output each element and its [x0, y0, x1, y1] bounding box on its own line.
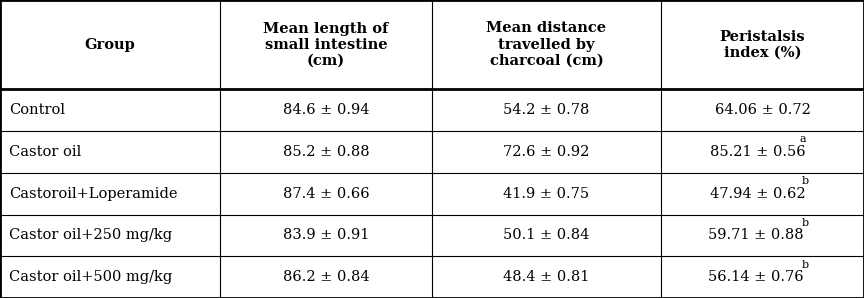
- Text: Castoroil+Loperamide: Castoroil+Loperamide: [9, 187, 177, 201]
- Text: Castor oil: Castor oil: [9, 145, 81, 159]
- Text: 87.4 ± 0.66: 87.4 ± 0.66: [283, 187, 370, 201]
- Text: b: b: [802, 260, 809, 270]
- Text: Peristalsis
index (%): Peristalsis index (%): [720, 30, 805, 60]
- Text: 48.4 ± 0.81: 48.4 ± 0.81: [504, 270, 589, 284]
- Text: Group: Group: [85, 38, 136, 52]
- Text: 64.06 ± 0.72: 64.06 ± 0.72: [715, 103, 810, 117]
- Text: 47.94 ± 0.62: 47.94 ± 0.62: [710, 187, 806, 201]
- Text: 84.6 ± 0.94: 84.6 ± 0.94: [283, 103, 370, 117]
- Text: 56.14 ± 0.76: 56.14 ± 0.76: [708, 270, 809, 284]
- Text: b: b: [802, 218, 809, 228]
- Text: 59.71 ± 0.88: 59.71 ± 0.88: [708, 229, 809, 242]
- Text: b: b: [802, 176, 809, 186]
- Text: 72.6 ± 0.92: 72.6 ± 0.92: [504, 145, 589, 159]
- Text: 85.2 ± 0.88: 85.2 ± 0.88: [283, 145, 370, 159]
- Text: 41.9 ± 0.75: 41.9 ± 0.75: [504, 187, 589, 201]
- Text: Mean distance
travelled by
charcoal (cm): Mean distance travelled by charcoal (cm): [486, 21, 607, 68]
- Text: 86.2 ± 0.84: 86.2 ± 0.84: [283, 270, 370, 284]
- Text: 85.21 ± 0.56: 85.21 ± 0.56: [710, 145, 806, 159]
- Text: 50.1 ± 0.84: 50.1 ± 0.84: [504, 229, 589, 242]
- Text: Control: Control: [9, 103, 65, 117]
- Text: a: a: [800, 134, 806, 145]
- Text: Castor oil+250 mg/kg: Castor oil+250 mg/kg: [9, 229, 172, 242]
- Text: 83.9 ± 0.91: 83.9 ± 0.91: [283, 229, 369, 242]
- Text: Castor oil+500 mg/kg: Castor oil+500 mg/kg: [9, 270, 172, 284]
- Text: 54.2 ± 0.78: 54.2 ± 0.78: [504, 103, 589, 117]
- Text: Mean length of
small intestine
(cm): Mean length of small intestine (cm): [264, 21, 389, 68]
